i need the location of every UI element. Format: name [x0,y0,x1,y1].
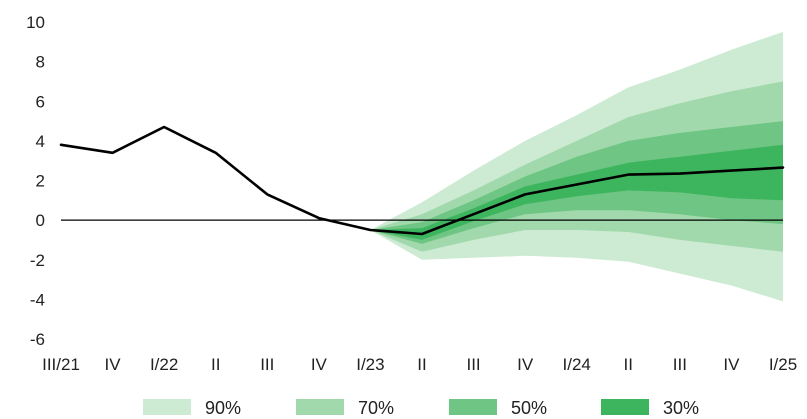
x-tick-label: III [260,355,274,374]
y-tick-label: -2 [30,251,45,270]
y-tick-label: 4 [36,132,45,151]
x-tick-label: II [417,355,426,374]
x-tick-label: I/24 [563,355,591,374]
y-tick-label: -6 [30,330,45,349]
legend: 90% 70% 50% 30% [143,398,699,418]
y-tick-label: 6 [36,92,45,111]
legend-swatch [601,399,649,415]
legend-label: 70% [358,398,394,418]
legend-swatch [449,399,497,415]
x-axis-ticks: III/21 IV I/22 II III IV I/23 II III IV I/24 II III I… [42,355,797,374]
legend-label: 90% [205,398,241,418]
x-tick-label: II [624,355,633,374]
x-tick-label: IV [517,355,534,374]
legend-swatch [143,399,191,415]
legend-label: 50% [511,398,547,418]
x-tick-label: IV [311,355,328,374]
y-tick-label: 10 [26,13,45,32]
legend-label: 30% [663,398,699,418]
x-tick-label: III [673,355,687,374]
x-tick-label: I/25 [769,355,797,374]
y-tick-label: 2 [36,172,45,191]
y-tick-label: -4 [30,290,45,309]
confidence-bands [370,31,783,302]
x-tick-label: IV [105,355,122,374]
x-tick-label: III/21 [42,355,80,374]
x-tick-label: II [211,355,220,374]
central-projection-line [59,125,785,236]
x-tick-label: III [466,355,480,374]
x-tick-label: I/23 [356,355,384,374]
y-tick-label: 8 [36,53,45,72]
y-axis-ticks: 10 8 6 4 2 0 -2 -4 -6 [26,13,45,349]
band-30pct [370,144,783,240]
y-tick-label: 0 [36,211,45,230]
x-tick-label: I/22 [150,355,178,374]
x-tick-label: IV [723,355,740,374]
legend-swatch [296,399,344,415]
